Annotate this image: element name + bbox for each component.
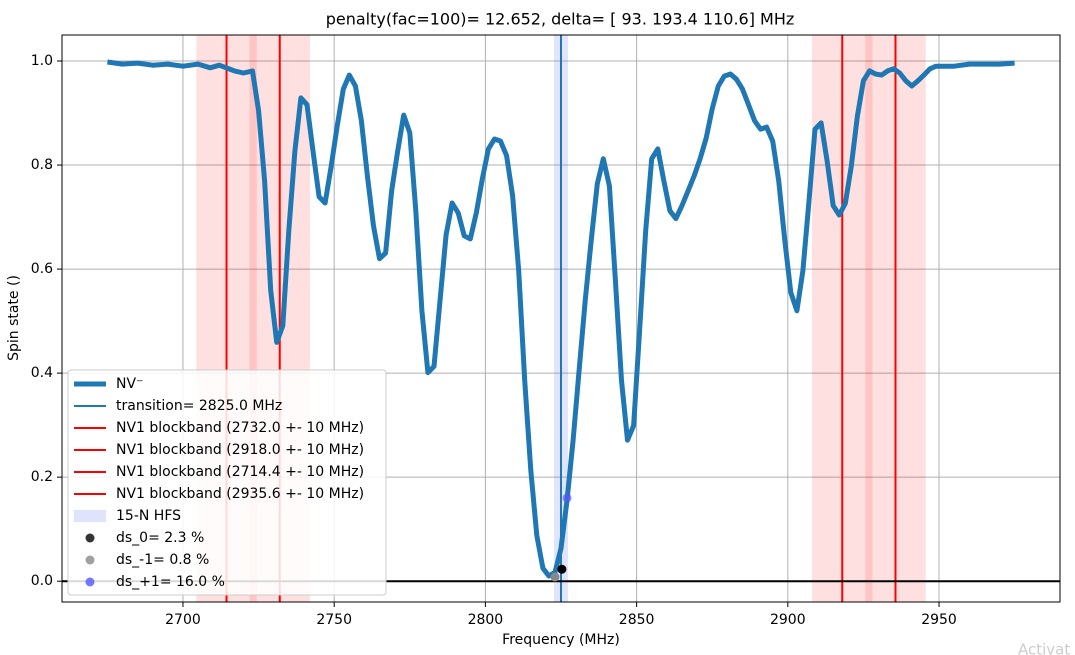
legend-label: ds_+1= 16.0 % (116, 574, 225, 590)
data-point (557, 564, 567, 574)
legend-swatch (85, 555, 95, 565)
watermark: Activat (1018, 641, 1070, 655)
legend-swatch (85, 577, 95, 587)
legend-label: ds_-1= 0.8 % (116, 552, 209, 568)
y-axis-label: Spin state () (6, 275, 22, 361)
legend-swatch (73, 509, 107, 523)
legend-label: NV1 blockband (2714.4 +- 10 MHz) (116, 464, 364, 480)
legend-label: NV⁻ (116, 376, 143, 392)
legend-label: NV1 blockband (2918.0 +- 10 MHz) (116, 442, 364, 458)
y-tick-label: 0.4 (31, 365, 53, 381)
x-tick-label: 2750 (316, 612, 352, 628)
legend: NV⁻ transition= 2825.0 MHz NV1 blockband (… (67, 369, 387, 596)
chart-title: penalty(fac=100)= 12.652, delta= [ 93. 1… (326, 10, 795, 29)
x-tick-label: 2950 (921, 612, 957, 628)
y-tick-label: 0.8 (31, 157, 53, 173)
x-tick-label: 2700 (165, 612, 201, 628)
legend-box (67, 369, 387, 596)
legend-label: transition= 2825.0 MHz (116, 398, 282, 414)
legend-label: 15-N HFS (116, 508, 181, 524)
data-line (107, 59, 1015, 579)
legend-label: NV1 blockband (2732.0 +- 10 MHz) (116, 420, 364, 436)
x-axis-label: Frequency (MHz) (502, 632, 620, 648)
legend-label: NV1 blockband (2935.6 +- 10 MHz) (116, 486, 364, 502)
x-tick-label: 2800 (468, 612, 504, 628)
data-point (562, 493, 572, 503)
x-tick-label: 2900 (770, 612, 806, 628)
data-point (550, 572, 560, 582)
y-tick-label: 0.6 (31, 261, 53, 277)
y-tick-label: 0.2 (31, 469, 53, 485)
plot-frame (61, 34, 1061, 603)
y-tick-label: 0.0 (31, 573, 53, 589)
legend-swatch (85, 533, 95, 543)
legend-label: ds_0= 2.3 % (116, 530, 204, 546)
y-tick-label: 1.0 (31, 53, 53, 69)
x-tick-label: 2850 (619, 612, 655, 628)
